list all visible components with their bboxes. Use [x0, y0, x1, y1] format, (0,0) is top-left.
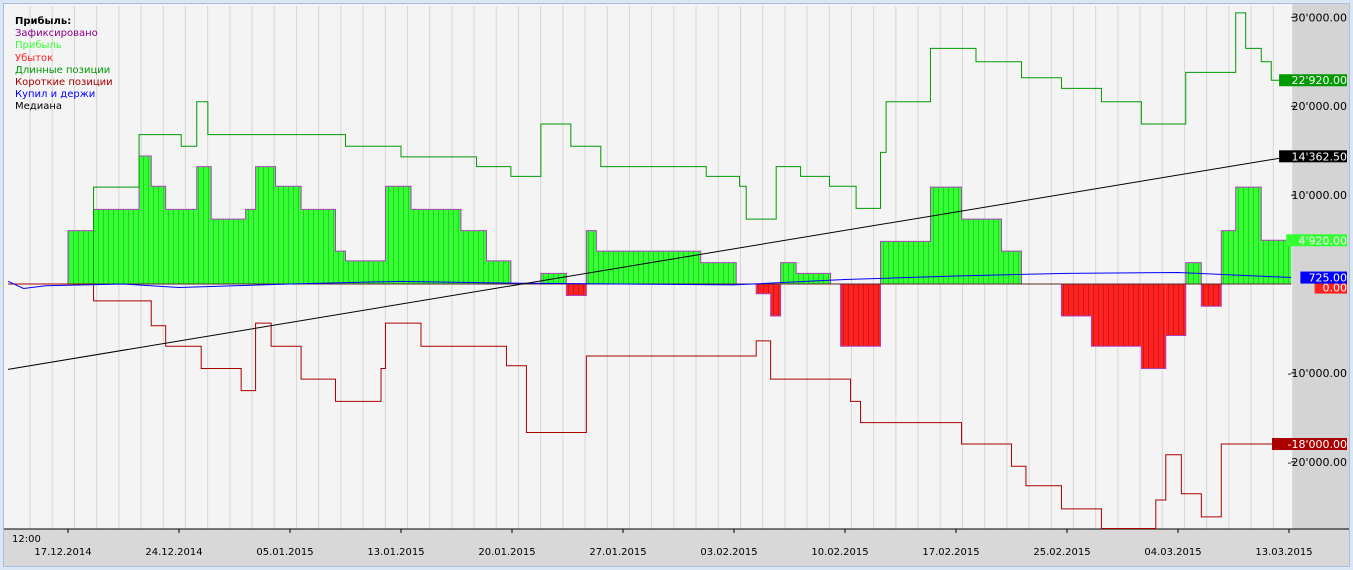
value-badge	[1286, 234, 1347, 247]
profit-bar	[780, 262, 797, 284]
loss-bar	[1061, 284, 1092, 317]
legend-item: Зафиксировано	[15, 28, 98, 40]
profit-bar	[385, 186, 411, 284]
x-tick-label: 03.02.2015	[700, 547, 757, 558]
x-tick-label: 10.02.2015	[811, 547, 868, 558]
profit-bar	[335, 251, 346, 284]
profit-bar	[1001, 251, 1022, 284]
x-tick-label: 13.03.2015	[1255, 547, 1312, 558]
value-badge	[1314, 281, 1347, 294]
series-line-Длинные-позиции	[8, 12, 1292, 285]
profit-bar	[165, 209, 197, 284]
series-line-Медиана	[7, 155, 1292, 370]
profit-bar	[1221, 230, 1236, 284]
value-badge	[1300, 271, 1347, 284]
value-badge	[1272, 438, 1347, 451]
value-badge-label: 22'920.00	[1291, 74, 1347, 87]
legend-item: Купил и держи	[15, 89, 96, 101]
legend-item: Убыток	[15, 52, 54, 64]
y-tick-label: -20'000.00	[1288, 456, 1347, 469]
fixed-profit-line	[8, 155, 1292, 369]
value-badge	[1279, 150, 1347, 163]
profit-bar	[211, 219, 246, 284]
x-tick-label: 05.01.2015	[256, 547, 313, 558]
chart-window: 30'000.00 20'000.00 10'000.00 -10'000.00 -20…	[3, 3, 1350, 567]
profit-bar	[275, 186, 302, 284]
loss-bar	[1141, 284, 1166, 369]
legend-item: Длинные позиции	[15, 64, 111, 76]
profit-bar	[1235, 187, 1262, 284]
value-badge-label: -18'000.00	[1288, 438, 1347, 451]
profit-bar	[301, 209, 336, 284]
x-tick-label: 25.02.2015	[1033, 547, 1090, 558]
x-tick-label: 17.12.2014	[34, 547, 91, 558]
profit-bar	[245, 209, 256, 284]
value-badge	[1279, 74, 1347, 87]
loss-bar	[1091, 284, 1142, 347]
profit-bar	[255, 166, 276, 284]
x-tick-label: 13.01.2015	[367, 547, 424, 558]
legend-item: Прибыль	[15, 40, 62, 52]
x-tick-label: 27.01.2015	[589, 547, 646, 558]
profit-bar	[586, 230, 597, 284]
loss-bar	[566, 284, 587, 296]
profit-bar	[596, 251, 701, 284]
x-tick-label: 04.03.2015	[1144, 547, 1201, 558]
x-axis-panel	[4, 529, 1349, 566]
time-label: 12:00	[12, 534, 41, 545]
y-tick-label: 10'000.00	[1291, 189, 1347, 202]
series-line-Купил-и-держи	[7, 271, 1292, 289]
value-badge-label: 14'362.50	[1291, 150, 1347, 163]
y-tick-label: -10'000.00	[1288, 367, 1347, 380]
profit-bar	[93, 209, 140, 284]
loss-bar	[1165, 284, 1186, 336]
value-badge-label: 4'920.00	[1298, 234, 1347, 247]
profit-bar	[151, 186, 166, 284]
legend-item: Короткие позиции	[15, 77, 113, 89]
legend-title: Прибыль:	[15, 16, 72, 27]
profit-chart: 30'000.00 20'000.00 10'000.00 -10'000.00 -20…	[4, 4, 1349, 566]
profit-bar	[700, 262, 737, 284]
profit-bar	[139, 155, 152, 284]
series-line-Короткие-позиции	[8, 283, 1292, 529]
x-tick-label: 17.02.2015	[922, 547, 979, 558]
value-badge-label: 725.00	[1309, 272, 1348, 285]
loss-bar	[756, 284, 771, 294]
profit-bar	[460, 230, 487, 284]
legend: Прибыль: Зафиксировано Прибыль Убыток Длинн…	[15, 16, 113, 114]
profit-bar	[486, 260, 511, 284]
loss-bar	[770, 284, 781, 317]
value-badge-label: 0.00	[1323, 282, 1348, 295]
profit-bar	[196, 166, 212, 284]
profit-bar	[930, 187, 962, 284]
x-tick-label: 24.12.2014	[145, 547, 202, 558]
y-tick-label: 20'000.00	[1291, 100, 1347, 113]
profit-bar	[796, 273, 831, 284]
x-tick-label: 20.01.2015	[478, 547, 535, 558]
profit-bar	[345, 260, 386, 284]
profit-bar	[410, 209, 461, 284]
y-tick-label: 30'000.00	[1291, 11, 1347, 24]
profit-bar	[961, 219, 1002, 284]
profit-bar	[68, 230, 94, 284]
loss-bar	[840, 284, 881, 347]
loss-bar	[1201, 284, 1222, 307]
legend-item: Медиана	[15, 101, 62, 113]
